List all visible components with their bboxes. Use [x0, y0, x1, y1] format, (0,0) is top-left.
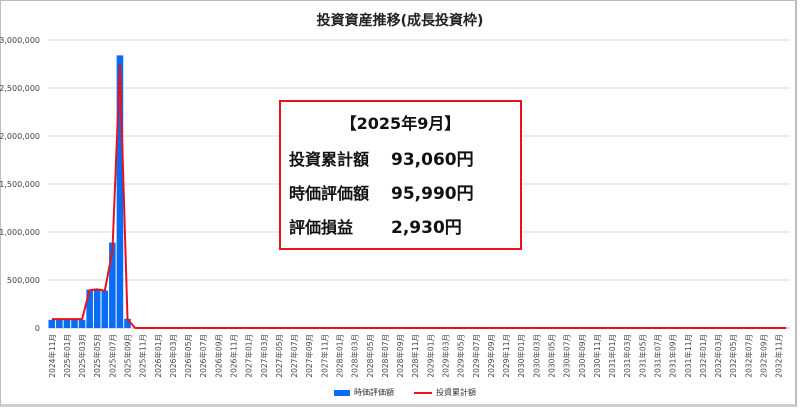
legend-swatch-line — [414, 391, 432, 394]
x-tick-label: 2026年01月 — [153, 334, 163, 378]
x-tick-label: 2025年11月 — [138, 334, 148, 378]
bar — [78, 319, 86, 328]
x-tick-label: 2026年07月 — [198, 334, 208, 378]
x-tick-label: 2031年07月 — [653, 334, 663, 378]
x-tick-label: 2024年11月 — [47, 334, 57, 378]
x-tick-label: 2030年03月 — [531, 334, 541, 378]
bar — [109, 242, 116, 328]
x-tick-label: 2032年03月 — [713, 334, 723, 378]
annotation-label-invested: 投資累計額 — [289, 150, 370, 169]
annotation-label-gain: 評価損益 — [289, 218, 354, 237]
x-tick-label: 2030年01月 — [516, 334, 526, 378]
x-tick-label: 2032年11月 — [774, 334, 784, 378]
x-tick-label: 2029年05月 — [456, 334, 466, 378]
bar — [48, 319, 56, 328]
x-tick-label: 2032年09月 — [759, 334, 769, 378]
x-tick-label: 2028年01月 — [335, 334, 345, 378]
x-tick-label: 2030年05月 — [547, 334, 557, 378]
x-tick-label: 2029年03月 — [441, 334, 451, 378]
x-tick-label: 2027年09月 — [304, 334, 314, 378]
x-tick-label: 2026年05月 — [183, 334, 193, 378]
x-tick-label: 2030年11月 — [592, 334, 602, 378]
bar — [124, 318, 131, 328]
x-tick-label: 2028年11月 — [410, 334, 420, 378]
bar — [93, 289, 101, 328]
y-tick-label: 2,500,000 — [0, 84, 40, 93]
x-tick-label: 2030年09月 — [577, 334, 587, 378]
x-tick-label: 2026年11月 — [229, 334, 239, 378]
y-tick-label: 500,000 — [7, 276, 40, 285]
annotation-value-gain: 2,930円 — [391, 218, 462, 238]
x-tick-label: 2025年07月 — [107, 334, 117, 378]
legend: 時価評価額 投資累計額 — [334, 387, 476, 398]
y-tick-label: 2,000,000 — [0, 132, 40, 141]
y-tick-label: 3,000,000 — [0, 36, 40, 45]
annotation-label-market: 時価評価額 — [289, 184, 370, 203]
bar — [71, 319, 78, 328]
x-tick-label: 2031年03月 — [622, 334, 632, 378]
legend-label-invested: 投資累計額 — [436, 388, 476, 397]
bar — [63, 319, 71, 328]
x-tick-label: 2030年07月 — [562, 334, 572, 378]
x-tick-label: 2027年03月 — [259, 334, 269, 378]
y-tick-label: 1,500,000 — [0, 180, 40, 189]
x-tick-label: 2027年01月 — [244, 334, 254, 378]
x-tick-label: 2025年03月 — [77, 334, 87, 378]
summary-annotation: 【2025年9月】 投資累計額 93,060円 時価評価額 95,990円 評価… — [279, 100, 522, 250]
x-tick-label: 2028年07月 — [380, 334, 390, 378]
y-tick-label: 0 — [35, 324, 40, 333]
bar — [56, 319, 63, 328]
bar — [86, 289, 93, 328]
x-tick-label: 2029年07月 — [471, 334, 481, 378]
x-tick-label: 2028年05月 — [365, 334, 375, 378]
x-tick-label: 2025年09月 — [123, 334, 133, 378]
annotation-heading: 【2025年9月】 — [340, 114, 461, 133]
series-line — [51, 64, 787, 329]
x-tick-label: 2032年07月 — [743, 334, 753, 378]
bar — [101, 290, 109, 328]
x-tick-label: 2031年01月 — [607, 334, 617, 378]
bar — [116, 55, 124, 329]
x-tick-label: 2028年09月 — [395, 334, 405, 378]
chart-title: 投資資産推移(成長投資枠) — [316, 13, 484, 29]
x-tick-label: 2032年01月 — [698, 334, 708, 378]
x-tick-label: 2029年01月 — [425, 334, 435, 378]
x-tick-label: 2025年01月 — [62, 334, 72, 378]
x-tick-label: 2029年09月 — [486, 334, 496, 378]
x-tick-label: 2026年09月 — [213, 334, 223, 378]
annotation-value-market: 95,990円 — [391, 184, 474, 204]
x-tick-label: 2025年05月 — [92, 334, 102, 378]
legend-swatch-bar — [334, 389, 350, 396]
x-tick-label: 2029年11月 — [501, 334, 511, 378]
x-tick-label: 2027年07月 — [289, 334, 299, 378]
y-tick-label: 1,000,000 — [0, 228, 40, 237]
legend-label-market: 時価評価額 — [354, 388, 394, 397]
x-tick-label: 2031年05月 — [637, 334, 647, 378]
x-tick-label: 2027年11月 — [319, 334, 329, 378]
x-tick-label: 2028年03月 — [350, 334, 360, 378]
x-tick-label: 2027年05月 — [274, 334, 284, 378]
annotation-value-invested: 93,060円 — [391, 150, 474, 170]
x-tick-label: 2031年11月 — [683, 334, 693, 378]
x-tick-label: 2031年09月 — [668, 334, 678, 378]
x-tick-label: 2032年05月 — [728, 334, 738, 378]
x-tick-label: 2026年03月 — [168, 334, 178, 378]
